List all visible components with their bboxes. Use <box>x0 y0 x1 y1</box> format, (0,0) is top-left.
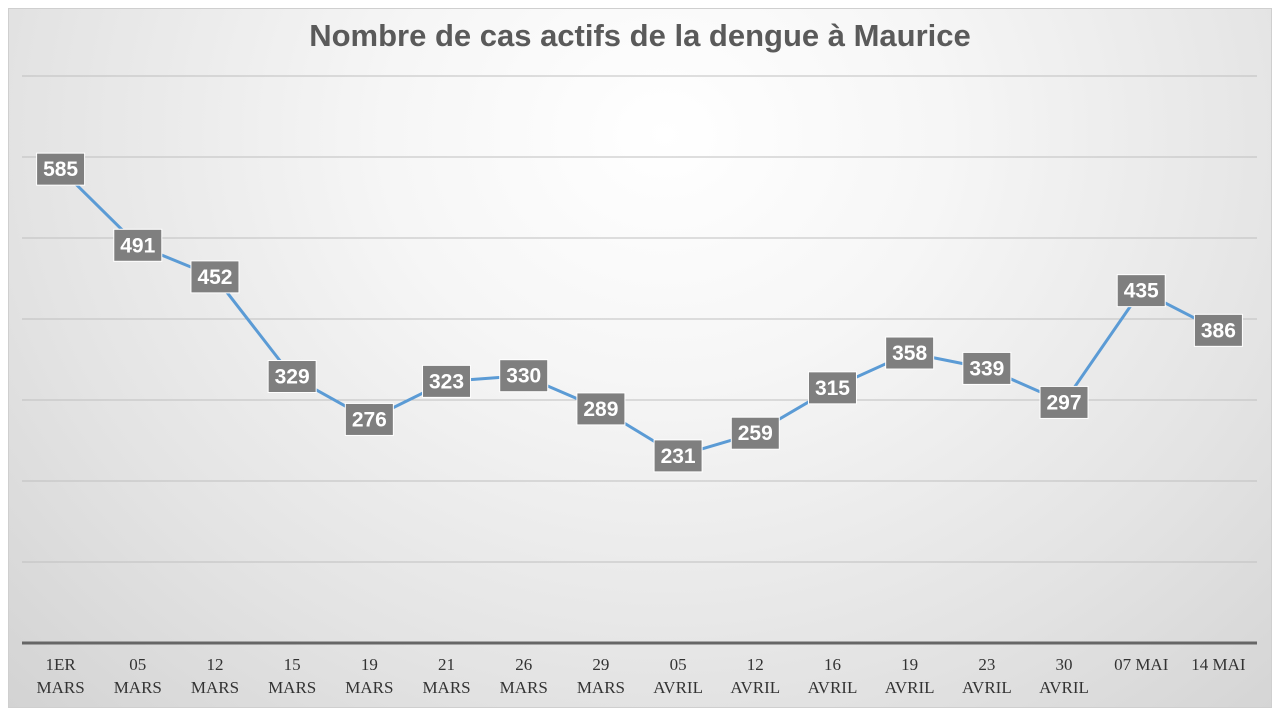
data-label-box <box>885 336 935 370</box>
x-tick-label: MARS <box>114 678 162 697</box>
x-tick-label: 21 <box>438 655 455 674</box>
data-label-box <box>1039 385 1089 419</box>
x-tick-label: AVRIL <box>730 678 780 697</box>
x-tick-label: MARS <box>500 678 548 697</box>
x-tick-label: MARS <box>268 678 316 697</box>
data-label-box <box>1193 313 1243 347</box>
x-tick-label: 15 <box>284 655 301 674</box>
data-label: 339 <box>969 357 1004 380</box>
data-label-box <box>962 351 1012 385</box>
x-tick-label: 30 <box>1056 655 1073 674</box>
data-label-box <box>36 152 86 186</box>
x-tick-label: 19 <box>901 655 918 674</box>
x-tick-label: 12 <box>206 655 223 674</box>
data-label-box <box>653 439 703 473</box>
data-label: 491 <box>120 234 155 257</box>
data-label: 329 <box>275 366 310 389</box>
data-label: 386 <box>1201 319 1236 342</box>
data-label: 259 <box>738 422 773 445</box>
x-tick-label: MARS <box>422 678 470 697</box>
x-tick-label: AVRIL <box>962 678 1012 697</box>
x-tick-label: 19 <box>361 655 378 674</box>
data-label-box <box>190 260 240 294</box>
data-label: 435 <box>1124 280 1159 303</box>
data-label-box <box>499 359 549 393</box>
data-label-box <box>730 416 780 450</box>
x-tick-label: AVRIL <box>1039 678 1089 697</box>
chart-title: Nombre de cas actifs de la dengue à Maur… <box>309 18 971 53</box>
data-label-box <box>113 228 163 262</box>
x-tick-label: AVRIL <box>885 678 935 697</box>
x-tick-label: AVRIL <box>653 678 703 697</box>
data-label-box <box>576 392 626 426</box>
data-label-box <box>1116 274 1166 308</box>
x-tick-label: 16 <box>824 655 841 674</box>
x-tick-label: AVRIL <box>808 678 858 697</box>
data-label: 358 <box>892 342 927 365</box>
data-label: 315 <box>815 377 850 400</box>
data-label-box <box>267 360 317 394</box>
x-tick-label: 12 <box>747 655 764 674</box>
data-label: 289 <box>583 398 618 421</box>
series-line <box>59 168 1220 458</box>
data-label: 297 <box>1047 391 1082 414</box>
x-tick-label: 05 <box>670 655 687 674</box>
x-tick-label: MARS <box>577 678 625 697</box>
x-tick-label: MARS <box>345 678 393 697</box>
x-tick-label: 14 MAI <box>1191 655 1246 674</box>
data-label: 585 <box>43 158 78 181</box>
x-tick-label: 29 <box>592 655 609 674</box>
x-tick-label: 23 <box>978 655 995 674</box>
data-label: 276 <box>352 408 387 431</box>
data-label: 231 <box>661 445 696 468</box>
chart-area <box>8 8 1272 708</box>
data-label-box <box>422 364 472 398</box>
data-label-box <box>807 371 857 405</box>
x-tick-label: MARS <box>191 678 239 697</box>
data-label: 323 <box>429 370 464 393</box>
data-label-box <box>344 402 394 436</box>
data-label: 452 <box>197 266 232 289</box>
data-label: 330 <box>506 365 541 388</box>
x-tick-label: 1ER <box>45 655 76 674</box>
x-tick-label: MARS <box>37 678 85 697</box>
x-tick-label: 05 <box>129 655 146 674</box>
x-tick-label: 26 <box>515 655 532 674</box>
x-tick-label: 07 MAI <box>1114 655 1169 674</box>
